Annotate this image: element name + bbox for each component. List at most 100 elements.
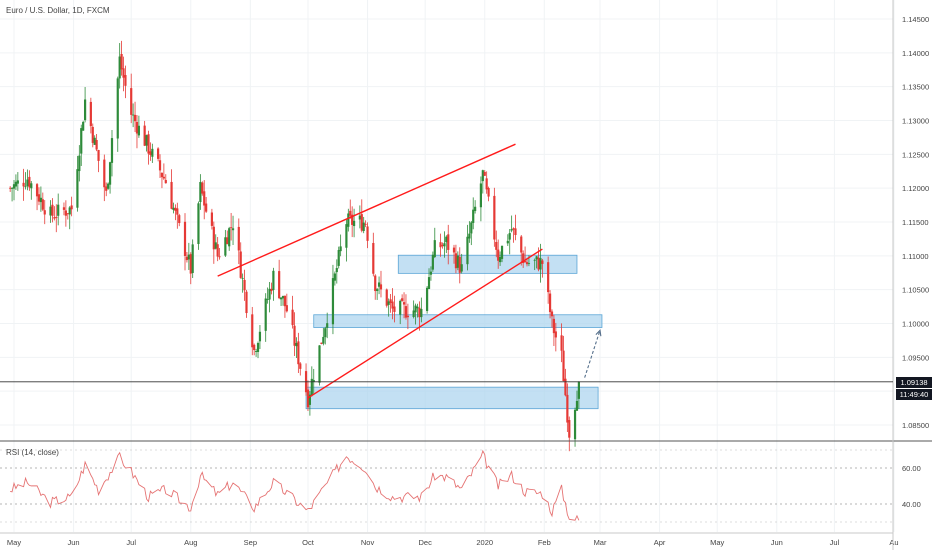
candle-body xyxy=(116,78,119,139)
candle-body xyxy=(560,335,563,351)
candle-body xyxy=(28,176,31,188)
candle-body xyxy=(237,226,240,251)
candle-body xyxy=(499,256,502,263)
candle-body xyxy=(230,227,233,229)
candle-body xyxy=(183,221,187,257)
candle-body xyxy=(245,291,248,314)
candle-body xyxy=(147,134,150,154)
candle-body xyxy=(135,121,139,134)
candle-body xyxy=(575,400,579,411)
candle-body xyxy=(49,206,52,216)
time-axis-label: Nov xyxy=(361,538,375,547)
candle-body xyxy=(12,184,16,189)
candle-body xyxy=(64,210,67,216)
candle-body xyxy=(456,255,459,268)
candle-body xyxy=(279,297,283,300)
candle-body xyxy=(500,245,504,259)
projection-arrow[interactable] xyxy=(584,330,601,378)
zone-3[interactable] xyxy=(305,386,599,410)
candle-body xyxy=(349,210,352,216)
candle-body xyxy=(379,284,383,290)
candle-body xyxy=(108,162,112,185)
candle-body xyxy=(272,270,275,290)
candle-body xyxy=(552,318,556,334)
symbol-title: Euro / U.S. Dollar, 1D, FXCM xyxy=(6,6,110,15)
candle-body xyxy=(278,271,281,299)
candle-body xyxy=(452,247,456,253)
candle-body xyxy=(573,409,577,440)
candle-body xyxy=(412,310,415,317)
lower-trendline[interactable] xyxy=(307,248,543,399)
upper-trendline[interactable] xyxy=(217,143,516,277)
candle-body xyxy=(333,273,336,281)
candle-body xyxy=(431,254,434,270)
candle-body xyxy=(306,389,310,408)
candle-body xyxy=(78,155,81,172)
candle-body xyxy=(487,188,490,197)
candle-body xyxy=(80,128,83,154)
candle-body xyxy=(83,99,87,121)
time-axis-label: Jun xyxy=(771,538,783,547)
candle-body xyxy=(352,220,356,227)
candle-body xyxy=(481,170,484,182)
candle-body xyxy=(418,307,421,318)
zone-2[interactable] xyxy=(313,314,603,328)
candle-body xyxy=(201,182,204,194)
candle-body xyxy=(212,226,215,250)
candle-body xyxy=(433,240,436,258)
support-resistance-zones[interactable] xyxy=(305,254,603,410)
candle-body xyxy=(158,160,162,171)
candle-body xyxy=(318,345,321,383)
candle-body xyxy=(393,306,396,312)
zone-1[interactable] xyxy=(397,254,578,274)
candle-body xyxy=(145,135,148,146)
candle-body xyxy=(297,341,300,365)
candle-body xyxy=(264,298,267,331)
candle-body xyxy=(439,242,442,248)
current-price-badge: 1.09138 xyxy=(896,377,932,388)
trendlines[interactable] xyxy=(217,143,602,399)
candle-body xyxy=(216,244,219,257)
candle-body xyxy=(520,236,523,253)
price-axis-label: 1.14500 xyxy=(902,15,929,24)
candle-body xyxy=(164,179,167,184)
candle-body xyxy=(151,148,154,157)
candle-body xyxy=(387,301,390,305)
candle-body xyxy=(299,363,302,369)
projection-arrowhead[interactable] xyxy=(595,329,602,337)
grid xyxy=(0,0,895,532)
candle-body xyxy=(174,207,177,211)
candle-body xyxy=(43,210,46,215)
candle-body xyxy=(514,228,517,236)
candle-body xyxy=(523,260,527,263)
candle-body xyxy=(231,228,235,231)
candle-body xyxy=(41,199,44,210)
candle-body xyxy=(577,381,580,399)
candle-body xyxy=(55,217,58,218)
candle-body xyxy=(406,315,409,318)
candle-body xyxy=(118,56,121,79)
candle-body xyxy=(26,179,29,187)
candle-body xyxy=(14,181,18,187)
rsi-indicator-title: RSI (14, close) xyxy=(6,448,59,457)
candle-body xyxy=(548,293,552,313)
candle-body xyxy=(251,314,254,348)
candle-body xyxy=(68,207,71,215)
candle-body xyxy=(203,191,206,206)
candle-body xyxy=(468,233,471,239)
candle-body xyxy=(320,342,323,344)
price-axis-label: 1.14000 xyxy=(902,49,929,58)
candle-body xyxy=(310,378,313,396)
candle-body xyxy=(324,328,327,338)
time-axis-label: Jul xyxy=(830,538,840,547)
candle-body xyxy=(472,209,475,223)
candle-body xyxy=(404,306,408,318)
candle-body xyxy=(35,184,39,197)
candle-body xyxy=(525,262,529,265)
candle-body xyxy=(533,259,536,261)
candle-body xyxy=(226,237,229,245)
candle-body xyxy=(506,240,509,244)
candle-body xyxy=(170,181,173,209)
candle-body xyxy=(470,222,473,234)
